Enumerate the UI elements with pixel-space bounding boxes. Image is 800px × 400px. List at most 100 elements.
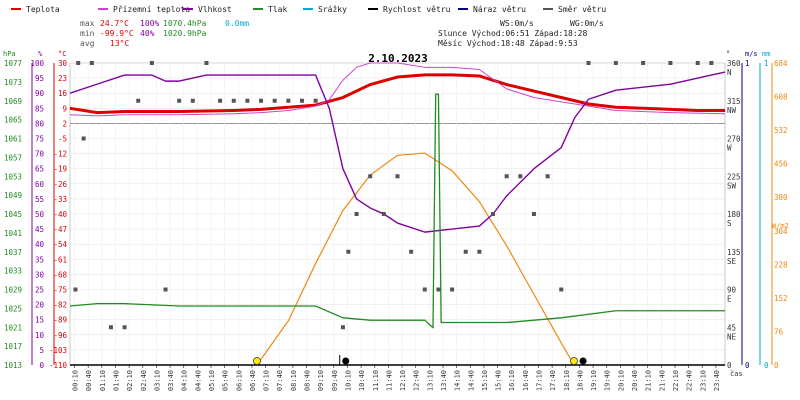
x-tick-label: 14:10 <box>454 370 462 391</box>
humidity-tick-label: 0 <box>39 361 44 370</box>
wind-dir-point <box>504 174 509 179</box>
humidity-tick-label: 5 <box>39 346 44 355</box>
wind-dir-point <box>177 98 182 103</box>
pressure-tick-label: 1045 <box>4 210 22 219</box>
humidity-tick-label: 55 <box>35 195 44 204</box>
grid <box>70 62 725 366</box>
wind-dir-point <box>218 98 223 103</box>
markers <box>253 355 587 365</box>
x-tick-label: 17:10 <box>536 370 544 391</box>
unit-time: čas <box>730 370 743 378</box>
x-tick-label: 11:10 <box>372 370 380 391</box>
x-tick-label: 16:40 <box>522 370 530 391</box>
series-solar <box>256 152 575 366</box>
stat-min-temp: -99.9°C <box>100 29 134 38</box>
humidity-tick-label: 25 <box>35 286 44 295</box>
wind-dir-point <box>204 61 209 65</box>
x-tick-label: 23:10 <box>699 370 707 391</box>
temp-tick-label: 2 <box>62 119 67 128</box>
pressure-tick-label: 1033 <box>4 267 22 276</box>
humidity-tick-label: 95 <box>35 74 44 83</box>
humidity-tick-label: 65 <box>35 165 44 174</box>
x-tick-label: 08:10 <box>290 370 298 391</box>
moonrise-icon <box>579 357 587 365</box>
temp-tick-label: -12 <box>53 150 67 159</box>
wind-dir-tick-label: 225 <box>727 172 741 181</box>
temp-tick-label: -47 <box>53 225 67 234</box>
humidity-tick-label: 70 <box>35 150 45 159</box>
temp-tick-label: -40 <box>53 210 67 219</box>
legend-label: Směr větru <box>558 5 606 14</box>
stat-min-hum: 40% <box>140 29 155 38</box>
wind-dir-point <box>163 287 168 292</box>
pressure-tick-label: 1073 <box>4 78 22 87</box>
humidity-tick-label: 20 <box>35 301 45 310</box>
wind-dir-tick-label: NE <box>727 332 737 341</box>
wind-dir-point <box>368 174 373 179</box>
pressure-tick-label: 1013 <box>4 361 22 370</box>
solar-tick-label: 152 <box>774 294 788 303</box>
stat-wg: WG:0m/s <box>570 19 604 28</box>
temp-tick-label: -61 <box>53 255 67 264</box>
x-tick-label: 15:10 <box>481 370 489 391</box>
stat-max-rain: 0.0mm <box>225 19 249 28</box>
unit-ms: m/s <box>745 50 758 58</box>
unit-hpa: hPa <box>3 50 16 58</box>
wind-dir-tick-label: 135 <box>727 248 741 257</box>
x-tick-label: 03:10 <box>153 370 161 391</box>
x-tick-label: 10:10 <box>344 370 352 391</box>
x-tick-label: 18:40 <box>576 370 584 391</box>
solar-tick-label: 304 <box>774 227 788 236</box>
x-tick-label: 18:10 <box>563 370 571 391</box>
wind-dir-tick-label: W <box>727 144 732 153</box>
wind-dir-point <box>477 249 482 254</box>
wind-dir-point <box>668 61 673 65</box>
chart-title: 2.10.2023 <box>368 52 428 65</box>
wind-dir-point <box>531 212 536 216</box>
solar-tick-label: 76 <box>774 327 784 336</box>
x-tick-label: 02:10 <box>126 370 134 391</box>
temp-tick-label: -54 <box>53 240 67 249</box>
x-tick-label: 13:10 <box>426 370 434 391</box>
stat-avg-temp: 13°C <box>110 39 129 48</box>
temp-tick-label: -75 <box>53 286 67 295</box>
wind-dir-point <box>89 61 94 65</box>
series-line <box>69 73 725 115</box>
x-tick-label: 00:10 <box>72 370 80 391</box>
wind-dir-tick-label: 360 <box>727 59 741 68</box>
pressure-tick-label: 1061 <box>4 135 22 144</box>
x-tick-label: 23:40 <box>713 370 721 391</box>
unit-pct: % <box>38 50 43 58</box>
unit-degc: °C <box>58 50 66 58</box>
x-tick-label: 17:40 <box>549 370 557 391</box>
wind-dir-tick-label: S <box>727 219 732 228</box>
humidity-tick-label: 15 <box>35 316 44 325</box>
wind-dir-point <box>695 61 700 65</box>
stat-max-hum: 100% <box>140 19 159 28</box>
wind-dir-point <box>450 287 455 292</box>
wind-dir-point <box>381 212 386 216</box>
wind-dir-point <box>108 325 113 330</box>
pressure-tick-label: 1077 <box>4 59 22 68</box>
legend-label: Přízemní teplota <box>113 5 190 14</box>
wind-speed-tick-label: 0 <box>745 361 750 370</box>
wind-dir-point <box>422 287 427 292</box>
stat-avg-label: avg <box>80 39 95 48</box>
stat-min-press: 1020.9hPa <box>163 29 207 38</box>
x-tick-label: 03:40 <box>167 370 175 391</box>
pressure-tick-label: 1041 <box>4 229 22 238</box>
temp-tick-label: 23 <box>58 74 67 83</box>
series-line <box>69 71 726 233</box>
sunset-icon <box>570 357 578 365</box>
wind-dir-point <box>272 98 277 103</box>
temp-tick-label: -19 <box>53 165 67 174</box>
solar-tick-label: 456 <box>774 160 788 169</box>
pressure-tick-label: 1017 <box>4 342 22 351</box>
wind-dir-point <box>313 98 318 103</box>
humidity-tick-label: 50 <box>35 210 45 219</box>
x-tick-label: 07:40 <box>276 370 284 391</box>
x-tick-label: 05:10 <box>208 370 216 391</box>
temp-tick-label: -68 <box>53 270 67 279</box>
x-tick-label: 01:40 <box>112 370 120 391</box>
solar-tick-label: 532 <box>774 126 788 135</box>
